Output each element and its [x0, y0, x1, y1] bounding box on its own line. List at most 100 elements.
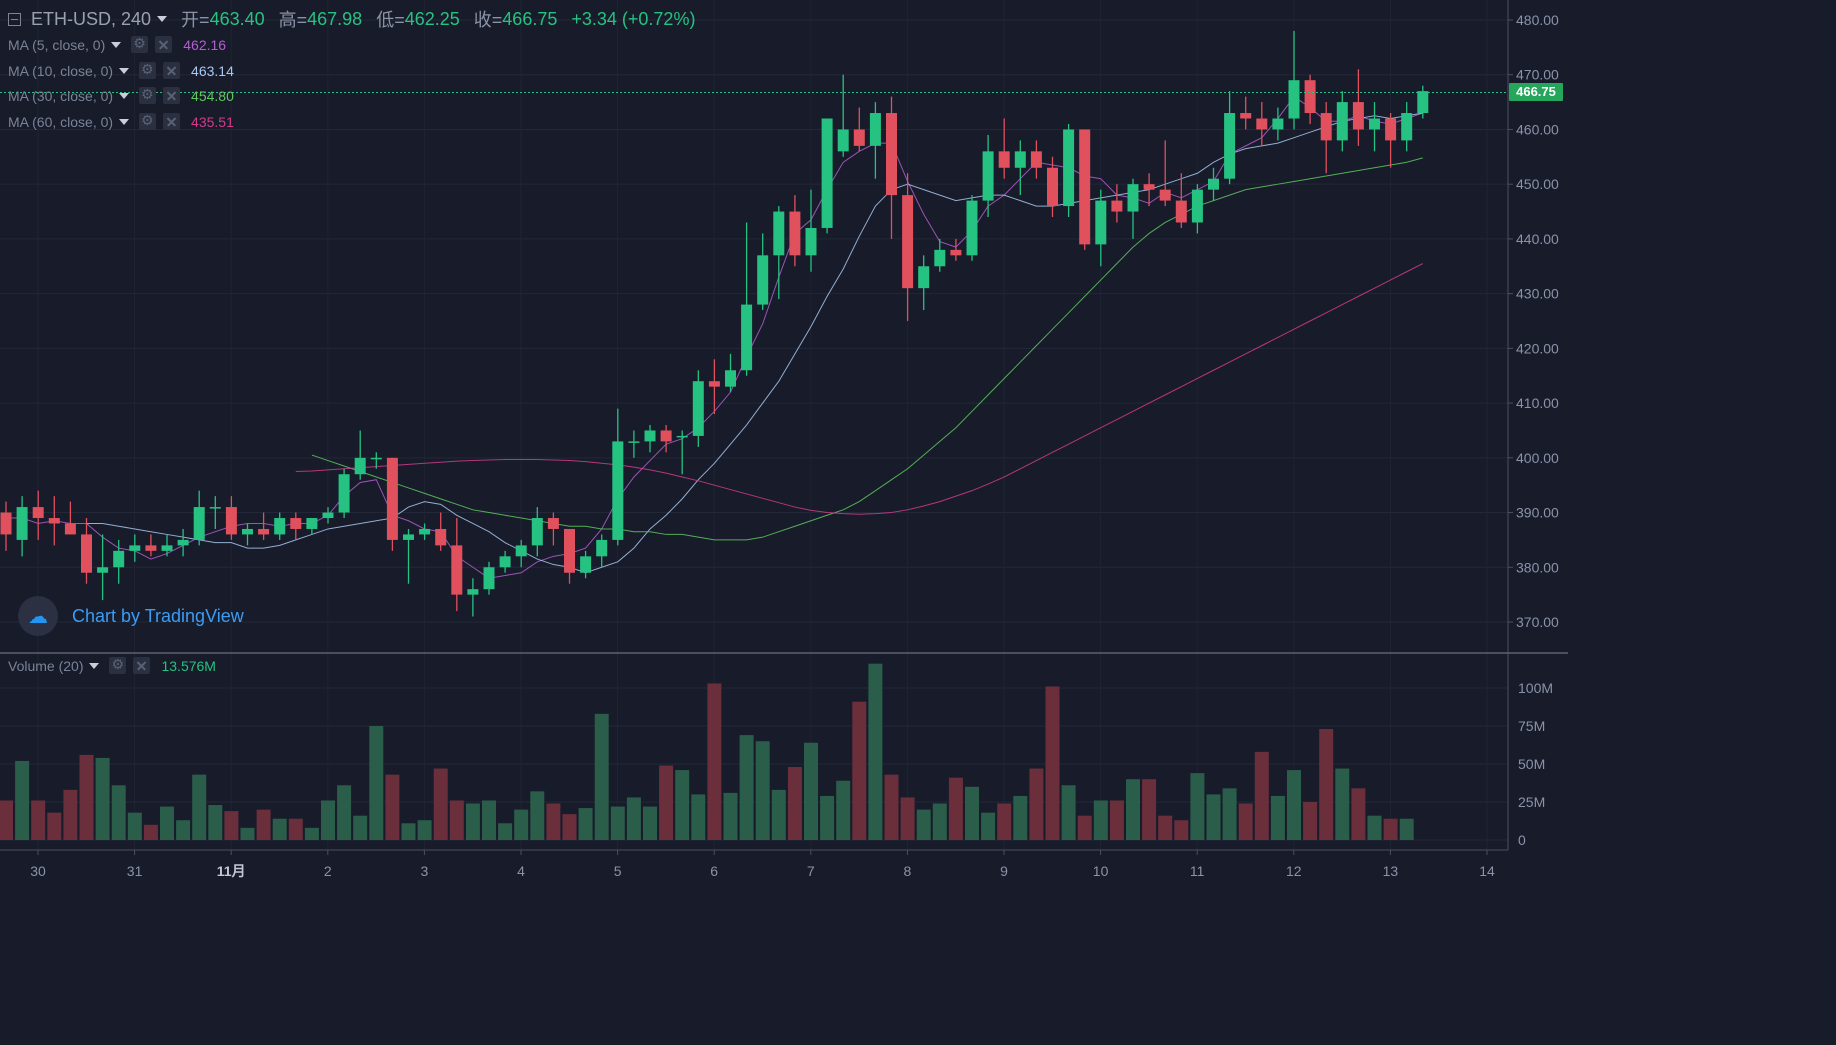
- volume-tick-label: 0: [1518, 832, 1526, 848]
- volume-bar: [1158, 815, 1173, 840]
- volume-menu-icon[interactable]: [89, 662, 100, 669]
- indicator-menu-icon[interactable]: [119, 67, 130, 74]
- volume-bar: [1399, 818, 1414, 840]
- volume-bar: [997, 803, 1012, 840]
- tradingview-branding[interactable]: ☁ Chart by TradingView: [18, 596, 244, 636]
- remove-icon[interactable]: [163, 87, 181, 104]
- change-value: +3.34 (+0.72%): [571, 8, 696, 29]
- candle-body: [966, 200, 978, 256]
- price-tick-label: 440.00: [1516, 231, 1559, 247]
- indicator-menu-icon[interactable]: [119, 92, 130, 99]
- candle-body: [1385, 118, 1397, 141]
- candles: [0, 30, 1429, 617]
- open-value: 463.40: [209, 8, 265, 29]
- candle-body: [435, 528, 447, 546]
- indicator-label[interactable]: MA (5, close, 0): [8, 36, 106, 53]
- candle-body: [1143, 184, 1155, 190]
- remove-icon[interactable]: [155, 36, 173, 53]
- price-tick-label: 410.00: [1516, 395, 1559, 411]
- collapse-icon[interactable]: [8, 12, 21, 26]
- candle-body: [225, 507, 237, 535]
- branding-link[interactable]: Chart by TradingView: [72, 605, 244, 626]
- volume-bar: [433, 768, 448, 840]
- volume-bar: [1190, 773, 1205, 840]
- time-tick-label: 5: [614, 863, 622, 879]
- volume-bar: [288, 818, 303, 840]
- candle-body: [950, 249, 962, 256]
- settings-icon[interactable]: [139, 61, 157, 79]
- volume-bar: [1367, 815, 1382, 840]
- candle-body: [161, 545, 173, 551]
- remove-icon[interactable]: [163, 62, 181, 79]
- candle-body: [354, 457, 366, 475]
- volume-bar: [530, 791, 545, 840]
- volume-value: 13.576M: [161, 657, 216, 674]
- indicator-label[interactable]: MA (60, close, 0): [8, 113, 114, 130]
- chart-canvas[interactable]: 370.00 380.00 390.00 400.00 410.00 420.00 430.…: [0, 0, 1568, 892]
- candle-body: [1320, 113, 1332, 141]
- candle-body: [97, 567, 109, 573]
- candle-body: [564, 528, 575, 573]
- ma-line-4: [295, 263, 1424, 515]
- candle-body: [1127, 184, 1139, 212]
- settings-icon[interactable]: [139, 112, 157, 130]
- symbol-dropdown-icon[interactable]: [157, 16, 168, 22]
- indicator-menu-icon[interactable]: [119, 118, 130, 125]
- time-tick-label: 13: [1383, 863, 1399, 879]
- volume-bar: [111, 785, 126, 840]
- symbol-label[interactable]: ETH-USD, 240: [31, 8, 152, 29]
- time-tick-label: 14: [1479, 863, 1495, 879]
- candle-body: [403, 534, 414, 540]
- volume-bar: [449, 800, 464, 840]
- last-price-tag: 466.75: [1509, 83, 1563, 101]
- volume-bar: [691, 794, 706, 840]
- volume-bar: [47, 812, 62, 840]
- volume-bar: [610, 806, 625, 840]
- candle-body: [81, 534, 92, 573]
- candle-body: [1030, 151, 1042, 168]
- volume-bar: [256, 809, 271, 840]
- volume-bar: [981, 812, 996, 840]
- candle-body: [1401, 113, 1413, 141]
- candle-body: [451, 545, 463, 595]
- candle-body: [1175, 200, 1187, 223]
- remove-icon[interactable]: [133, 657, 151, 674]
- volume-bars: [0, 663, 1414, 840]
- remove-icon[interactable]: [163, 113, 181, 130]
- close-label: 收=: [473, 10, 503, 30]
- volume-bar: [1029, 768, 1044, 840]
- candle-body: [1159, 189, 1171, 201]
- volume-bar: [401, 823, 416, 840]
- axes: 370.00 380.00 390.00 400.00 410.00 420.00 430.…: [0, 0, 1568, 879]
- candle-body: [306, 518, 318, 529]
- time-tick-label: 4: [517, 863, 525, 879]
- volume-bar: [0, 800, 13, 840]
- volume-bar: [417, 820, 432, 840]
- settings-icon[interactable]: [131, 35, 149, 53]
- settings-icon[interactable]: [139, 86, 157, 104]
- candle-body: [1288, 80, 1300, 119]
- volume-bar: [900, 797, 915, 840]
- indicator-ma30: MA (30, close, 0) 454.80: [8, 86, 234, 104]
- candle-body: [32, 507, 44, 519]
- volume-bar: [723, 792, 738, 840]
- time-tick-label: 11月: [217, 863, 246, 879]
- indicator-label[interactable]: MA (10, close, 0): [8, 62, 114, 79]
- indicator-menu-icon[interactable]: [111, 41, 122, 48]
- volume-bar: [79, 754, 94, 840]
- indicator-label[interactable]: MA (30, close, 0): [8, 87, 114, 104]
- volume-tick-label: 75M: [1518, 718, 1545, 734]
- volume-bar: [852, 701, 867, 840]
- candle-body: [580, 556, 592, 573]
- volume-bar: [1319, 729, 1334, 840]
- candle-body: [1079, 129, 1091, 245]
- volume-bar: [771, 789, 786, 840]
- volume-bar: [63, 789, 78, 840]
- volume-bar: [143, 824, 158, 840]
- volume-label[interactable]: Volume (20): [8, 657, 84, 674]
- volume-bar: [1093, 800, 1108, 840]
- candle-body: [113, 550, 125, 568]
- volume-bar: [1335, 768, 1350, 840]
- volume-bar: [498, 823, 513, 840]
- settings-icon[interactable]: [109, 656, 127, 674]
